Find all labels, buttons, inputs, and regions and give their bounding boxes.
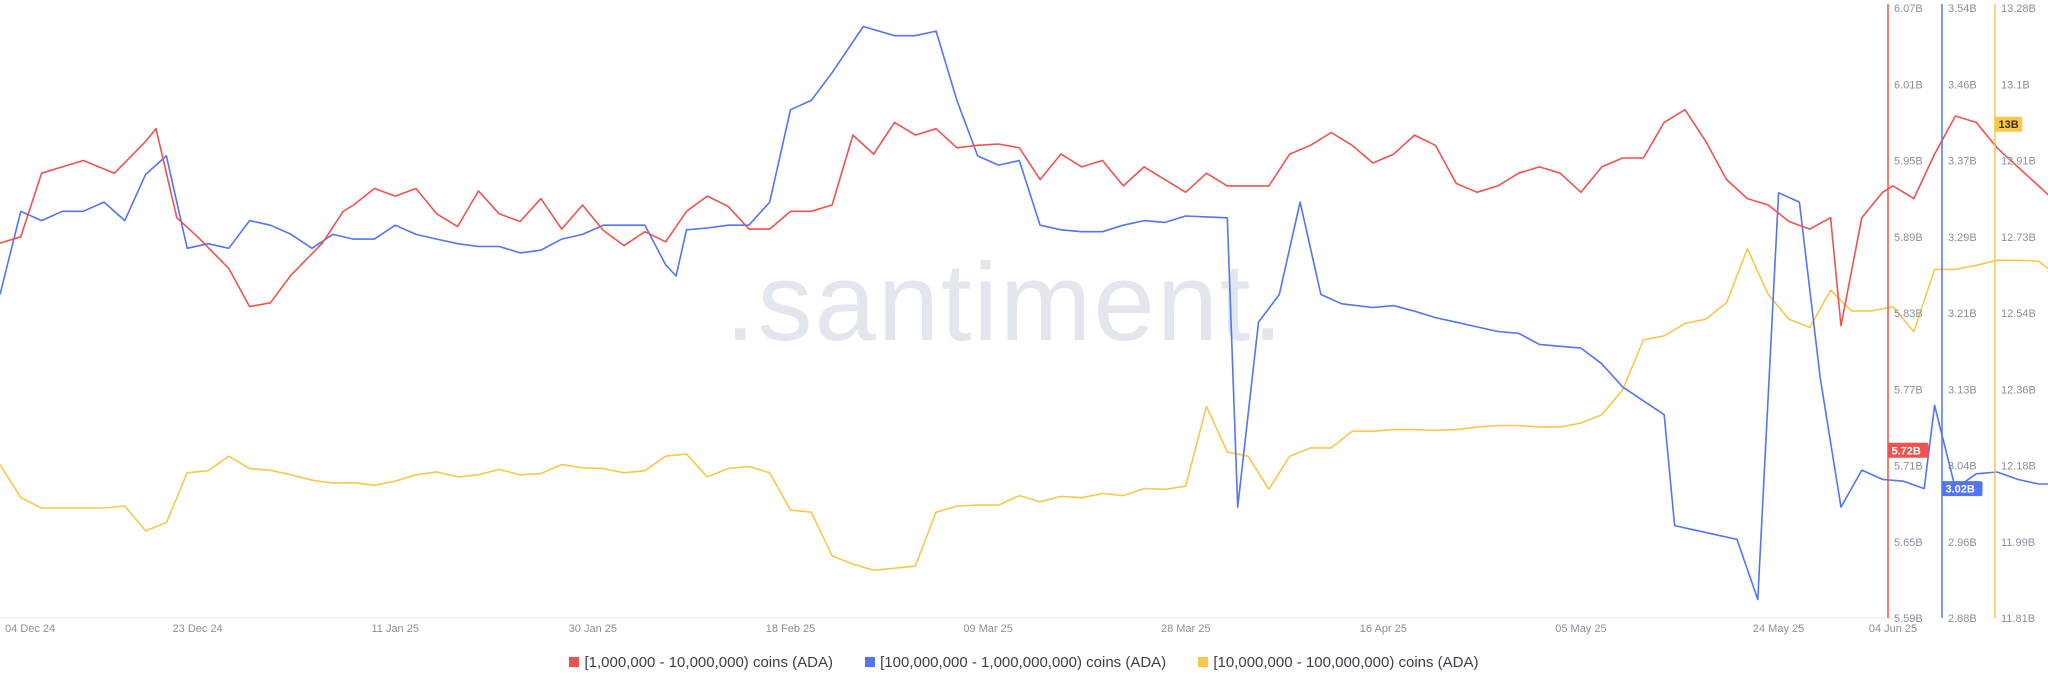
y-tick-label-yellow: 12.18B [2001,461,2036,473]
x-axis-ticks: 04 Dec 24 23 Dec 24 11 Jan 25 30 Jan 25 18 F… [5,623,1917,635]
series-line-blue [0,25,2048,601]
y-tick-label-red: 5.95B [1894,156,1923,168]
y-tick-label-red: 5.83B [1894,308,1923,320]
series-layer [0,25,2048,601]
current-value-badge-yellow [1994,116,2023,132]
current-value-text-yellow: 13B [1999,119,2019,131]
series-line-red [0,108,2048,327]
watermark-text: .santiment. [725,241,1285,364]
y-tick-label-blue: 3.04B [1948,461,1977,473]
legend: [1,000,000 - 10,000,000) coins (ADA) [10… [0,654,2048,671]
x-tick-label: 24 May 25 [1753,623,1804,635]
y-tick-label-blue: 3.37B [1948,156,1977,168]
legend-item-blue[interactable]: [100,000,000 - 1,000,000,000) coins (ADA… [865,654,1166,671]
x-tick-label: 09 Mar 25 [963,623,1013,635]
y-tick-label-red: 6.01B [1894,79,1923,91]
y-tick-label-blue: 2.96B [1948,537,1977,549]
y-tick-label-red: 5.89B [1894,232,1923,244]
x-tick-label: 04 Jun 25 [1869,623,1917,635]
y-tick-label-yellow: 12.91B [2001,156,2036,168]
legend-item-yellow[interactable]: [10,000,000 - 100,000,000) coins (ADA) [1198,654,1479,671]
series-line-yellow [0,247,2048,572]
y-tick-label-yellow: 11.99B [2001,537,2035,549]
current-value-text-red: 5.72B [1892,445,1921,457]
y-tick-label-blue: 3.46B [1948,79,1977,91]
x-tick-label: 11 Jan 25 [371,623,419,635]
x-tick-label: 18 Feb 25 [766,623,816,635]
line-chart: .santiment. 6.07B6.01B5.95B5.89B5.83B5.7… [0,3,2048,635]
y-tick-label-yellow: 13.1B [2001,79,2030,91]
y-tick-label-blue: 3.21B [1948,308,1977,320]
y-tick-label-red: 6.07B [1894,3,1923,15]
x-tick-label: 28 Mar 25 [1161,623,1211,635]
legend-swatch-red [569,657,580,668]
x-tick-label: 05 May 25 [1555,623,1606,635]
legend-item-red[interactable]: [1,000,000 - 10,000,000) coins (ADA) [569,654,833,671]
current-value-badges: 5.72B 3.02B 13B [1887,116,2023,497]
y-tick-label-yellow: 12.54B [2001,308,2036,320]
y-tick-label-red: 5.71B [1894,461,1923,473]
legend-label-red: [1,000,000 - 10,000,000) coins (ADA) [584,654,833,671]
y-tick-label-red: 5.59B [1894,613,1923,625]
y-tick-label-yellow: 11.81B [2001,613,2035,625]
y-tick-label-yellow: 12.36B [2001,384,2036,396]
current-value-badge-blue [1941,481,1983,497]
legend-swatch-yellow [1198,657,1209,668]
current-value-badge-red [1887,442,1929,458]
y-tick-label-red: 5.65B [1894,537,1923,549]
y-tick-label-blue: 3.54B [1948,3,1977,15]
x-tick-label: 16 Apr 25 [1360,623,1407,635]
legend-label-yellow: [10,000,000 - 100,000,000) coins (ADA) [1213,654,1479,671]
x-tick-label: 23 Dec 24 [173,623,223,635]
y-tick-label-yellow: 13.28B [2001,3,2036,15]
x-tick-label: 04 Dec 24 [5,623,55,635]
current-value-text-blue: 3.02B [1946,484,1975,496]
y-tick-label-red: 5.77B [1894,384,1923,396]
y-tick-label-blue: 2.88B [1948,613,1977,625]
legend-swatch-blue [865,657,876,668]
y-tick-label-yellow: 12.73B [2001,232,2036,244]
legend-label-blue: [100,000,000 - 1,000,000,000) coins (ADA… [880,654,1167,671]
x-tick-label: 30 Jan 25 [569,623,617,635]
y-axes: 6.07B 6.01B 5.95B 5.89B 5.83B 5.77B 5.71B 5.65B… [1887,3,2036,625]
y-tick-label-blue: 3.29B [1948,232,1977,244]
y-tick-label-blue: 3.13B [1948,384,1977,396]
